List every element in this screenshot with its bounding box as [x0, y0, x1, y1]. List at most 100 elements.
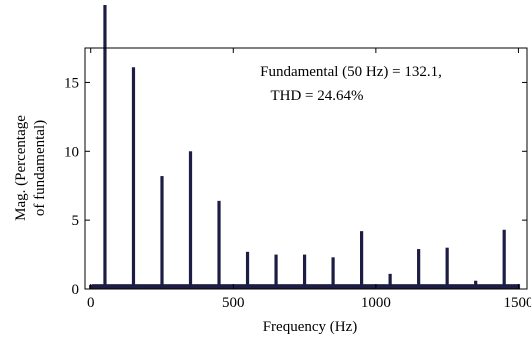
baseline-bar [496, 284, 501, 289]
harmonic-bar-1250hz [445, 247, 449, 289]
harmonic-bar-150hz [131, 67, 136, 289]
baseline-bar [163, 284, 167, 289]
baseline-bar [271, 284, 275, 289]
harmonic-bar-1050hz [388, 273, 392, 289]
y-tick-label: 15 [64, 75, 79, 91]
baseline-bar [200, 284, 204, 289]
baseline-bar [340, 284, 344, 289]
baseline-bar [391, 284, 395, 289]
x-tick-label: 1500 [503, 295, 531, 311]
baseline-bar [371, 284, 375, 289]
baseline-bar [317, 284, 321, 289]
baseline-bar [228, 284, 233, 289]
harmonic-bar-650hz [274, 254, 278, 289]
baseline-bar [120, 284, 124, 289]
baseline-bar [265, 284, 270, 289]
x-tick-label: 0 [87, 295, 95, 311]
baseline-bar [194, 284, 198, 289]
baseline-bar [505, 284, 509, 289]
baseline-bar [234, 284, 238, 289]
baseline-bar [411, 284, 415, 289]
baseline-bar [485, 284, 489, 289]
baseline-bar [168, 284, 173, 289]
baseline-bar [437, 284, 441, 289]
baseline-bar [394, 284, 398, 289]
baseline-bar [268, 284, 272, 289]
baseline-bar [180, 284, 184, 289]
harmonic-bar-750hz [302, 254, 307, 289]
annotation-fundamental: Fundamental (50 Hz) = 132.1, [260, 64, 442, 80]
harmonic-bar-50hz [103, 5, 107, 289]
baseline-bar [191, 284, 195, 289]
baseline-bar [499, 284, 503, 289]
baseline-bar [402, 284, 406, 289]
x-axis-title: Frequency (Hz) [263, 319, 358, 335]
baseline-bar [288, 284, 292, 289]
y-tick-label: 0 [72, 282, 80, 298]
annotation-thd: THD = 24.64% [270, 88, 363, 104]
baseline-bar [311, 284, 315, 289]
baseline-bar [471, 284, 475, 289]
baseline-bar [100, 284, 104, 289]
baseline-bar [280, 284, 284, 289]
baseline-bar [322, 284, 327, 289]
baseline-bar [482, 284, 486, 289]
baseline-bar [399, 284, 404, 289]
baseline-bar [291, 284, 295, 289]
baseline-bar [354, 284, 358, 289]
baseline-bar [297, 284, 301, 289]
baseline-bar [439, 284, 444, 289]
baseline-bar [508, 284, 512, 289]
baseline-bar [294, 284, 298, 289]
baseline-bar [513, 284, 518, 289]
baseline-bar [476, 284, 481, 289]
baseline-bar [203, 284, 207, 289]
baseline-bar [283, 284, 287, 289]
baseline-bar [442, 284, 446, 289]
baseline-bar [408, 284, 412, 289]
baseline-bar [351, 284, 355, 289]
baseline-bar [320, 284, 324, 289]
baseline-bar [240, 284, 244, 289]
x-tick-label: 500 [222, 295, 245, 311]
harmonic-bar-1450hz [502, 229, 506, 289]
baseline-bar [454, 284, 458, 289]
baseline-bar [377, 284, 381, 289]
harmonic-bar-1350hz [474, 280, 478, 289]
baseline-bar [419, 284, 424, 289]
baseline-bar [345, 284, 349, 289]
baseline-bar [431, 284, 435, 289]
y-axis-ticks: 0 5 10 15 [64, 75, 527, 298]
baseline-bar [151, 284, 156, 289]
baseline-bar [166, 284, 170, 289]
baseline-bar [91, 284, 96, 289]
baseline-bar [251, 284, 255, 289]
baseline-bar [94, 284, 99, 289]
baseline-bar [248, 284, 252, 289]
baseline-bar [197, 284, 201, 289]
baseline-bar [368, 284, 372, 289]
baseline-bar [223, 284, 227, 289]
baseline-bar [422, 284, 426, 289]
baseline-bar [337, 284, 341, 289]
x-axis-ticks: 0 500 1000 1500 [87, 48, 531, 311]
baseline-bar [459, 284, 464, 289]
baseline-bar [114, 284, 118, 289]
baseline-bar [146, 284, 150, 289]
harmonic-bar-950hz [360, 231, 364, 289]
harmonic-bar-450hz [217, 200, 221, 289]
baseline-bar [385, 284, 389, 289]
baseline-bar [397, 284, 401, 289]
baseline-bar [143, 284, 147, 289]
baseline-bar [451, 284, 455, 289]
baseline-bar [491, 284, 495, 289]
plot-frame [84, 47, 528, 290]
baseline-bar [414, 284, 418, 289]
baseline-bar [334, 284, 338, 289]
baseline-bar [220, 284, 224, 289]
baseline-bar [405, 284, 409, 289]
baseline-bar [365, 284, 369, 289]
baseline-bar [225, 284, 230, 289]
baseline-bar [263, 284, 267, 289]
baseline-bar [382, 284, 387, 289]
